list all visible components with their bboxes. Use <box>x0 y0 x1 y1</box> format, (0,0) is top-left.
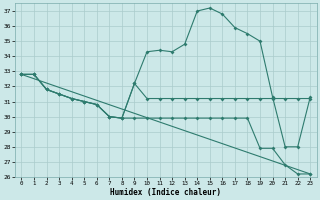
X-axis label: Humidex (Indice chaleur): Humidex (Indice chaleur) <box>110 188 221 197</box>
